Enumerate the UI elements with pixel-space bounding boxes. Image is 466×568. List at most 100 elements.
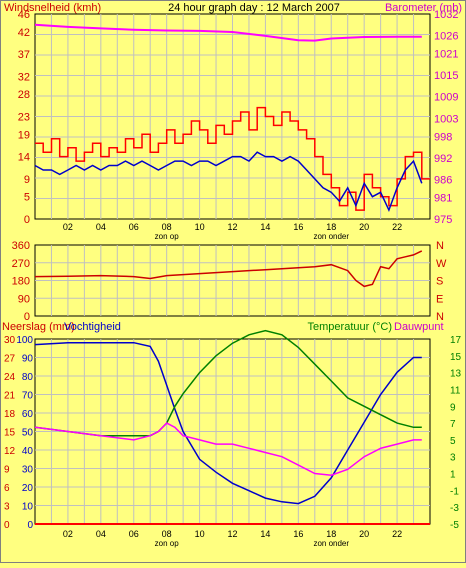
temp-panel-sun-annotation: zon op <box>155 539 180 548</box>
direction-panel-compass-label: S <box>436 276 443 288</box>
wind-panel-x-tick-label: 20 <box>359 222 369 232</box>
wind-panel-x-tick-label: 10 <box>195 222 205 232</box>
direction-panel-compass-label: N <box>436 311 444 323</box>
temp-panel-rain-y-tick-label: 9 <box>4 465 10 476</box>
wind-panel-right-y-tick-label: 1026 <box>434 31 458 43</box>
temp-panel-right-y-tick-label: 9 <box>450 402 456 413</box>
temp-panel-humidity-y-tick-label: 100 <box>16 335 33 346</box>
dewpoint-line <box>34 422 422 476</box>
humidity-axis-title: Vochtigheid <box>64 321 121 333</box>
direction-panel-left-y-tick-label: 0 <box>24 311 30 323</box>
temp-panel-x-tick-label: 10 <box>195 529 205 539</box>
direction-panel-left-y-tick-label: 90 <box>18 293 30 305</box>
temp-panel-right-y-tick-label: 11 <box>450 385 461 396</box>
wind-panel-x-tick-label: 14 <box>260 222 270 232</box>
temp-panel-x-tick-label: 22 <box>392 529 402 539</box>
wind-panel-x-tick-label: 22 <box>392 222 402 232</box>
wind-panel-right-y-tick-label: 1015 <box>434 70 458 82</box>
temp-panel-rain-y-tick-label: 24 <box>4 372 16 383</box>
wind-panel-x-tick-label: 06 <box>129 222 139 232</box>
temp-panel-x-tick-label: 20 <box>359 529 369 539</box>
temp-panel-x-tick-label: 12 <box>227 529 237 539</box>
wind-panel-x-tick-label: 04 <box>96 222 106 232</box>
wind-panel-x-tick-label: 18 <box>326 222 336 232</box>
temp-panel-humidity-y-tick-label: 90 <box>22 354 34 365</box>
temp-panel-right-y-tick-label: 15 <box>450 352 462 363</box>
temp-panel-rain-y-tick-label: 0 <box>4 520 10 531</box>
rain-axis-title: Neerslag (mm) <box>2 321 75 333</box>
temp-panel-right-y-tick-label: -5 <box>450 520 459 531</box>
temp-panel-x-tick-label: 16 <box>293 529 303 539</box>
temp-panel-right-y-tick-label: -1 <box>450 486 459 497</box>
temp-panel-humidity-y-tick-label: 60 <box>22 409 34 420</box>
temp-panel-x-tick-label: 18 <box>326 529 336 539</box>
wind-panel-left-y-tick-label: 19 <box>18 129 30 141</box>
chart-title: 24 hour graph day : 12 March 2007 <box>168 2 340 14</box>
temp-panel-right-y-tick-label: 1 <box>450 470 456 481</box>
wind-panel-right-y-tick-label: 1003 <box>434 113 458 125</box>
temp-panel-humidity-y-tick-label: 10 <box>22 502 34 513</box>
wind-panel-right-y-tick-label: 981 <box>434 192 452 204</box>
direction-panel-left-y-tick-label: 360 <box>12 240 30 252</box>
temp-panel-right-y-tick-label: 7 <box>450 419 456 430</box>
wind-panel-right-y-tick-label: 975 <box>434 214 452 226</box>
direction-panel-compass-label: W <box>436 258 447 270</box>
temp-humidity-panel: 0369121518212427300102030405060708090100… <box>4 329 462 548</box>
wind-panel-right-y-tick-label: 998 <box>434 131 452 143</box>
temp-panel-x-tick-label: 06 <box>129 529 139 539</box>
wind-panel-x-tick-label: 02 <box>63 222 73 232</box>
temp-panel-rain-y-tick-label: 3 <box>4 502 10 513</box>
temp-panel-right-y-tick-label: 13 <box>450 369 462 380</box>
wind-panel-right-y-tick-label: 986 <box>434 174 452 186</box>
temp-panel-x-tick-label: 08 <box>162 529 172 539</box>
wind-panel-left-y-tick-label: 37 <box>18 49 30 61</box>
temp-panel-rain-y-tick-label: 6 <box>4 483 10 494</box>
temp-panel-sun-annotation: zon onder <box>313 539 349 548</box>
temp-panel-rain-y-tick-label: 21 <box>4 391 16 402</box>
temp-panel-humidity-y-tick-label: 50 <box>22 428 34 439</box>
wind-panel-left-y-tick-label: 28 <box>18 89 30 101</box>
wind-gust-line <box>35 106 430 211</box>
direction-panel-compass-label: E <box>436 293 443 305</box>
wind-panel-left-y-tick-label: 32 <box>18 71 30 83</box>
wind-panel-x-tick-label: 16 <box>293 222 303 232</box>
wind-panel-right-y-tick-label: 992 <box>434 153 452 165</box>
temp-panel-rain-y-tick-label: 15 <box>4 428 16 439</box>
temperature-axis-title: Temperatuur (°C) <box>308 321 392 333</box>
wind-panel-left-y-tick-label: 9 <box>24 174 30 186</box>
temp-panel-rain-y-tick-label: 12 <box>4 446 16 457</box>
direction-panel-left-y-tick-label: 270 <box>12 258 30 270</box>
temp-panel-humidity-y-tick-label: 70 <box>22 391 34 402</box>
wind-panel-x-tick-label: 08 <box>162 222 172 232</box>
wind-panel-left-y-tick-label: 0 <box>24 214 30 226</box>
wind-panel-left-y-tick-label: 5 <box>24 192 30 204</box>
temp-panel-rain-y-tick-label: 27 <box>4 354 16 365</box>
wind-panel-left-y-tick-label: 42 <box>18 27 30 39</box>
wind-panel-right-y-tick-label: 1032 <box>434 9 458 21</box>
wind-panel-x-tick-label: 12 <box>227 222 237 232</box>
temp-panel-x-tick-label: 02 <box>63 529 73 539</box>
direction-panel-compass-label: N <box>436 240 444 252</box>
dewpoint-axis-title: Dauwpunt <box>394 321 444 333</box>
temp-panel-humidity-y-tick-label: 80 <box>22 372 34 383</box>
temp-panel-humidity-y-tick-label: 30 <box>22 465 34 476</box>
humidity-line <box>34 341 422 505</box>
temp-panel-right-y-tick-label: 3 <box>450 453 456 464</box>
wind-panel-right-y-tick-label: 1009 <box>434 92 458 104</box>
wind-speed-line <box>34 151 423 213</box>
direction-panel-left-y-tick-label: 180 <box>12 276 30 288</box>
temp-panel-x-tick-label: 04 <box>96 529 106 539</box>
temp-panel-x-tick-label: 14 <box>260 529 270 539</box>
temp-panel-humidity-y-tick-label: 20 <box>22 483 34 494</box>
barometer-line <box>34 23 422 42</box>
wind-panel-left-y-tick-label: 23 <box>18 112 30 124</box>
temp-panel-right-y-tick-label: -3 <box>450 503 459 514</box>
wind-panel-right-y-tick-label: 1021 <box>434 49 458 61</box>
barometer-axis-title: Barometer (mb) <box>385 2 462 14</box>
temp-panel-rain-y-tick-label: 30 <box>4 335 16 346</box>
wind-axis-title: Windsnelheid (kmh) <box>4 2 101 14</box>
wind-panel-sun-annotation: zon onder <box>313 232 349 241</box>
wind-panel-left-y-tick-label: 46 <box>18 9 30 21</box>
